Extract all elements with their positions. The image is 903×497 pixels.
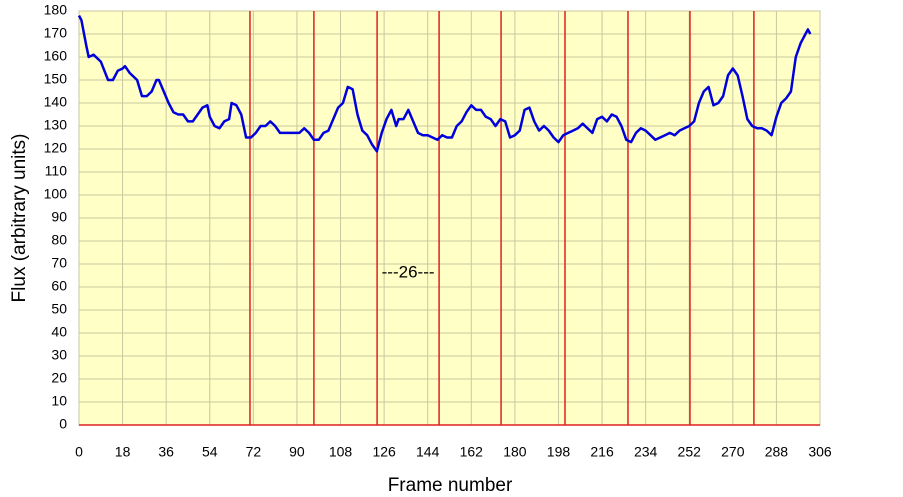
y-tick-label: 70 [51,255,67,271]
x-tick-label: 18 [115,444,131,460]
x-tick-label: 90 [289,444,305,460]
y-tick-label: 130 [44,117,68,133]
x-tick-label: 126 [372,444,396,460]
y-tick-label: 120 [44,140,68,156]
x-tick-label: 180 [503,444,527,460]
x-tick-label: 270 [721,444,745,460]
y-tick-label: 150 [44,71,68,87]
y-tick-label: 90 [51,209,67,225]
y-tick-label: 160 [44,48,68,64]
y-axis-title: Flux (arbitrary units) [9,134,30,303]
y-tick-label: 40 [51,324,67,340]
x-tick-label: 36 [158,444,174,460]
x-tick-label: 252 [678,444,702,460]
y-tick-label: 170 [44,25,68,41]
annotation: ---26--- [382,262,435,281]
y-tick-label: 110 [45,163,68,179]
x-tick-label: 108 [329,444,353,460]
y-tick-label: 0 [59,416,67,432]
data-line [77,15,812,153]
y-tick-label: 50 [51,301,67,317]
x-tick-label: 144 [416,444,440,460]
x-tick-label: 54 [202,444,218,460]
y-tick-label: 80 [51,232,67,248]
y-tick-label: 180 [44,2,68,18]
x-tick-label: 162 [460,444,484,460]
x-tick-label: 72 [246,444,262,460]
x-tick-label: 288 [765,444,789,460]
x-tick-label: 234 [634,444,658,460]
x-axis-title: Frame number [388,475,513,496]
y-tick-label: 100 [44,186,68,202]
x-tick-label: 198 [547,444,571,460]
x-tick-label: 0 [75,444,83,460]
x-tick-label: 216 [590,444,614,460]
y-tick-label: 20 [51,370,67,386]
y-tick-label: 10 [51,393,67,409]
y-tick-label: 30 [51,347,67,363]
y-tick-label: 60 [51,278,67,294]
y-tick-label: 140 [44,94,68,110]
x-tick-label: 306 [808,444,832,460]
